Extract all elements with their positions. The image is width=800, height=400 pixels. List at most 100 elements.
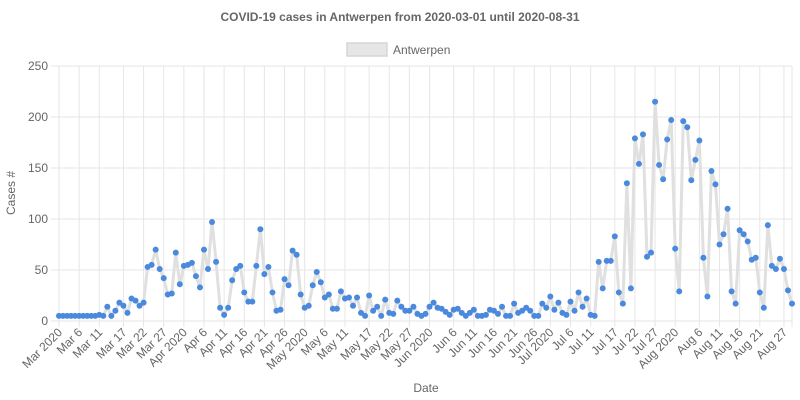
data-point[interactable] xyxy=(446,311,453,318)
data-point[interactable] xyxy=(132,297,139,304)
data-point[interactable] xyxy=(305,302,312,309)
data-point[interactable] xyxy=(704,293,711,300)
data-point[interactable] xyxy=(325,291,332,298)
data-point[interactable] xyxy=(511,300,518,307)
data-point[interactable] xyxy=(337,288,344,295)
data-point[interactable] xyxy=(156,265,163,272)
data-point[interactable] xyxy=(527,307,534,314)
data-point[interactable] xyxy=(712,181,719,188)
data-point[interactable] xyxy=(200,246,207,253)
data-point[interactable] xyxy=(756,289,763,296)
data-point[interactable] xyxy=(345,294,352,301)
data-point[interactable] xyxy=(378,312,385,319)
data-point[interactable] xyxy=(229,277,236,284)
data-point[interactable] xyxy=(140,299,147,306)
data-point[interactable] xyxy=(539,300,546,307)
data-point[interactable] xyxy=(225,304,232,311)
data-point[interactable] xyxy=(257,226,264,233)
data-point[interactable] xyxy=(172,249,179,256)
data-point[interactable] xyxy=(285,282,292,289)
data-point[interactable] xyxy=(277,306,284,313)
data-point[interactable] xyxy=(619,300,626,307)
data-point[interactable] xyxy=(728,288,735,295)
data-point[interactable] xyxy=(494,310,501,317)
data-point[interactable] xyxy=(583,295,590,302)
data-point[interactable] xyxy=(784,287,791,294)
data-point[interactable] xyxy=(374,303,381,310)
data-point[interactable] xyxy=(776,255,783,262)
data-point[interactable] xyxy=(470,306,477,313)
data-point[interactable] xyxy=(579,303,586,310)
data-point[interactable] xyxy=(108,312,115,319)
data-point[interactable] xyxy=(213,258,220,265)
data-point[interactable] xyxy=(764,222,771,229)
data-point[interactable] xyxy=(100,312,107,319)
data-point[interactable] xyxy=(188,259,195,266)
data-point[interactable] xyxy=(752,254,759,261)
data-point[interactable] xyxy=(499,303,506,310)
data-point[interactable] xyxy=(482,311,489,318)
data-point[interactable] xyxy=(571,307,578,314)
data-point[interactable] xyxy=(124,309,131,316)
data-point[interactable] xyxy=(644,253,651,260)
data-point[interactable] xyxy=(120,302,127,309)
data-point[interactable] xyxy=(366,292,373,299)
data-point[interactable] xyxy=(668,117,675,124)
data-point[interactable] xyxy=(249,298,256,305)
data-point[interactable] xyxy=(740,231,747,238)
data-point[interactable] xyxy=(168,290,175,297)
data-point[interactable] xyxy=(192,273,199,280)
data-point[interactable] xyxy=(772,265,779,272)
data-point[interactable] xyxy=(406,307,413,314)
data-point[interactable] xyxy=(205,265,212,272)
data-point[interactable] xyxy=(317,279,324,286)
data-point[interactable] xyxy=(152,246,159,253)
data-point[interactable] xyxy=(627,285,634,292)
data-point[interactable] xyxy=(631,135,638,142)
data-point[interactable] xyxy=(700,254,707,261)
data-point[interactable] xyxy=(563,311,570,318)
data-point[interactable] xyxy=(535,312,542,319)
data-point[interactable] xyxy=(394,297,401,304)
data-point[interactable] xyxy=(736,227,743,234)
data-point[interactable] xyxy=(148,261,155,268)
data-point[interactable] xyxy=(635,160,642,167)
data-point[interactable] xyxy=(607,257,614,264)
data-point[interactable] xyxy=(362,312,369,319)
data-point[interactable] xyxy=(297,291,304,298)
data-point[interactable] xyxy=(789,300,795,307)
data-point[interactable] xyxy=(410,303,417,310)
data-point[interactable] xyxy=(656,161,663,168)
data-point[interactable] xyxy=(333,305,340,312)
data-point[interactable] xyxy=(313,269,320,276)
data-point[interactable] xyxy=(382,296,389,303)
data-point[interactable] xyxy=(281,276,288,283)
data-point[interactable] xyxy=(293,251,300,258)
data-point[interactable] xyxy=(688,177,695,184)
data-point[interactable] xyxy=(760,304,767,311)
data-point[interactable] xyxy=(196,284,203,291)
data-point[interactable] xyxy=(672,245,679,252)
data-point[interactable] xyxy=(265,263,272,270)
data-point[interactable] xyxy=(652,98,659,105)
data-point[interactable] xyxy=(696,137,703,144)
data-point[interactable] xyxy=(112,307,119,314)
data-point[interactable] xyxy=(241,289,248,296)
data-point[interactable] xyxy=(567,298,574,305)
data-point[interactable] xyxy=(732,300,739,307)
data-point[interactable] xyxy=(422,310,429,317)
data-point[interactable] xyxy=(664,136,671,143)
data-point[interactable] xyxy=(176,281,183,288)
data-point[interactable] xyxy=(507,312,514,319)
data-point[interactable] xyxy=(261,271,268,278)
data-point[interactable] xyxy=(648,249,655,256)
data-point[interactable] xyxy=(354,294,361,301)
data-point[interactable] xyxy=(551,306,558,313)
data-point[interactable] xyxy=(390,310,397,317)
data-point[interactable] xyxy=(221,311,228,318)
data-point[interactable] xyxy=(595,258,602,265)
data-point[interactable] xyxy=(599,285,606,292)
data-point[interactable] xyxy=(708,168,715,175)
data-point[interactable] xyxy=(623,180,630,187)
data-point[interactable] xyxy=(555,299,562,306)
